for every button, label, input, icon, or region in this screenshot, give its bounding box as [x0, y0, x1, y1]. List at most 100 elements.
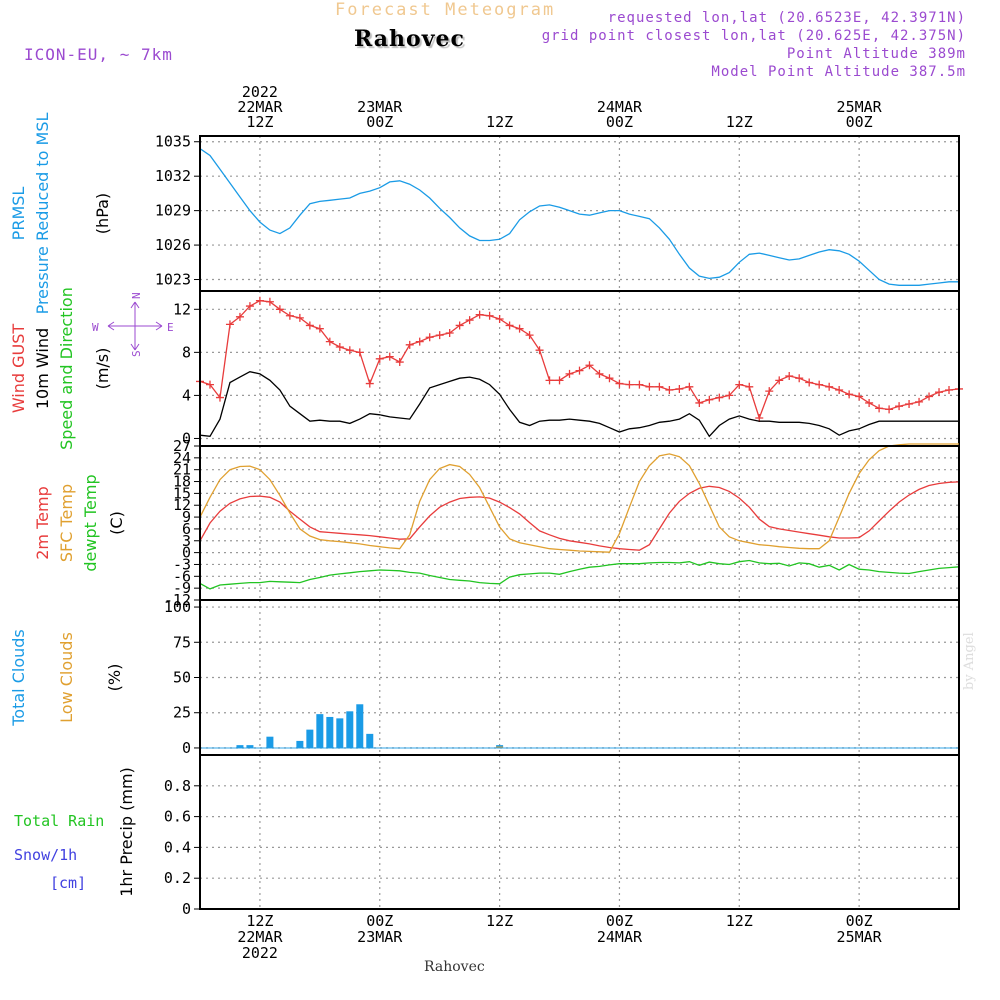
panel-label: 10m Wind [33, 328, 52, 409]
top-time-label: 00Z [606, 113, 633, 131]
total-cloud-bar [366, 733, 374, 748]
top-time-label: 00Z [366, 113, 393, 131]
gust-marker [565, 369, 574, 378]
total-cloud-bar [326, 716, 334, 748]
y-tick-label: -9 [173, 579, 191, 597]
panel-label: SFC Temp [57, 484, 76, 562]
gust-marker [405, 340, 414, 349]
gust-marker [655, 382, 664, 391]
gust-marker [215, 393, 224, 402]
point-altitude: Point Altitude 389m [786, 46, 966, 62]
gust-marker [575, 366, 584, 375]
top-time-label: 23MAR [357, 98, 403, 116]
gust-marker [325, 337, 334, 346]
gust-marker [545, 376, 554, 385]
panel-label: (C) [107, 511, 126, 535]
total-cloud-bar [336, 718, 344, 748]
bottom-time-label: 23MAR [357, 928, 403, 946]
y-tick-label: 6 [182, 520, 191, 538]
gust-marker [515, 324, 524, 333]
gust-marker [695, 398, 704, 407]
footer-location: Rahovec [424, 959, 485, 975]
y-tick-label: -3 [173, 555, 191, 573]
total-cloud-bar [316, 714, 324, 748]
gust-marker [505, 321, 514, 330]
gust-marker [335, 342, 344, 351]
gust-marker [525, 331, 534, 340]
y-tick-label: 75 [173, 633, 191, 651]
y-tick-label: 0.6 [164, 808, 191, 826]
y-tick-label: 1035 [155, 133, 191, 151]
gust-marker [705, 395, 714, 404]
y-tick-label: 50 [173, 669, 191, 687]
compass-vertical-arrow [130, 301, 140, 351]
y-tick-label: 1032 [155, 167, 191, 185]
bottom-time-label: 00Z [366, 912, 393, 930]
top-time-label: 25MAR [837, 98, 883, 116]
panel-label: (hPa) [93, 193, 112, 234]
gust-marker [465, 316, 474, 325]
y-tick-label: 0 [182, 544, 191, 562]
bottom-time-label: 22MAR [237, 928, 283, 946]
gust-marker [635, 380, 644, 389]
gust-marker [905, 400, 914, 409]
panel-pressure: 1023 1026 1029 1032 1035 PRMSL Pressure Reduce… [9, 112, 960, 314]
top-time-label: 12Z [486, 113, 513, 131]
panel-label: Speed and Direction [57, 287, 76, 450]
gust-marker [245, 302, 254, 311]
gust-marker [585, 361, 594, 370]
compass-west: W [92, 321, 99, 334]
gust-marker [825, 382, 834, 391]
gust-marker [235, 312, 244, 321]
y-tick-label: 8 [182, 343, 191, 361]
gust-marker [785, 372, 794, 381]
top-time-label: 2022 [242, 83, 278, 101]
bottom-time-label: 25MAR [837, 928, 883, 946]
gust-marker [855, 392, 864, 401]
10m-wind-line [199, 371, 959, 438]
gust-marker [835, 386, 844, 395]
panel-label: (m/s) [93, 348, 112, 390]
top-time-label: 24MAR [597, 98, 643, 116]
precip-axis-label: 1hr Precip (mm) [117, 767, 136, 897]
compass-north: N [130, 292, 143, 299]
y-tick-label: 1026 [155, 236, 191, 254]
gust-marker [535, 346, 544, 355]
gust-marker [895, 402, 904, 411]
gust-marker [645, 382, 654, 391]
total-cloud-bar [266, 736, 274, 748]
y-tick-label: 0.8 [164, 777, 191, 795]
y-tick-label: 0.4 [164, 838, 191, 856]
y-tick-label: 1029 [155, 202, 191, 220]
compass-south: S [130, 350, 143, 357]
gust-marker [805, 378, 814, 387]
gust-marker [845, 390, 854, 399]
y-tick-label: 21 [173, 461, 191, 479]
meteogram-title: Forecast Meteogram [335, 0, 556, 20]
gust-marker [625, 380, 634, 389]
y-tick-label: -12 [164, 591, 191, 609]
dewpt-temp-line [199, 559, 960, 590]
gust-marker [375, 354, 384, 363]
y-tick-label: 0 [182, 739, 191, 757]
snow-unit-label: [cm] [50, 874, 86, 892]
model-name: ICON-EU, ~ 7km [24, 45, 173, 64]
gust-marker [615, 379, 624, 388]
prmsl-line [199, 148, 959, 286]
gust-marker [815, 380, 824, 389]
gust-marker [435, 331, 444, 340]
gust-marker [725, 391, 734, 400]
top-time-label: 12Z [726, 113, 753, 131]
gust-marker [385, 352, 394, 361]
total-cloud-bar [356, 704, 364, 748]
gust-marker [305, 321, 314, 330]
gust-marker [475, 310, 484, 319]
panel-label: dewpt Temp [81, 474, 100, 571]
gust-marker [495, 314, 504, 323]
total-rain-label: Total Rain [14, 812, 104, 830]
gust-marker [665, 386, 674, 395]
y-tick-label: 18 [173, 473, 191, 491]
panel-label: (%) [105, 664, 124, 692]
gust-marker [365, 379, 374, 388]
snow-label: Snow/1h [14, 846, 77, 864]
